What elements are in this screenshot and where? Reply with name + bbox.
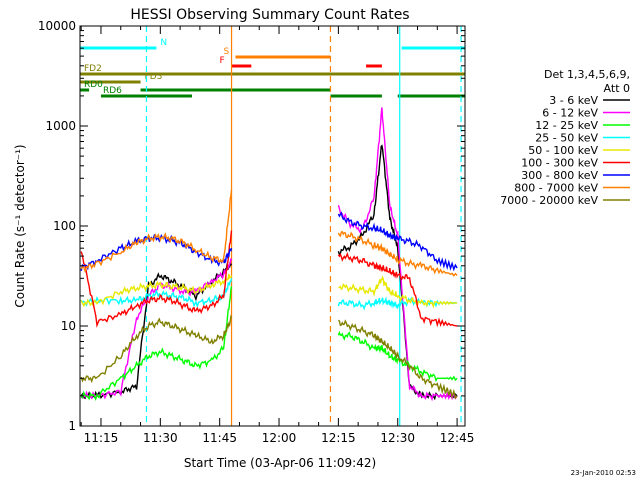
x-tick-label: 11:45 [202,431,237,445]
y-tick-label: 10000 [38,19,76,33]
y-tick-label: 100 [53,219,76,233]
x-tick-label: 12:00 [262,431,297,445]
y-axis-label: Count Rate (s⁻¹ detector⁻¹) [13,144,27,307]
chart-title: HESSI Observing Summary Count Rates [130,7,409,23]
legend-title-line-1: Det 1,3,4,5,6,9, [544,68,630,81]
flag-label: FD3 [145,72,163,82]
x-tick-label: 12:15 [321,431,356,445]
legend-title-line-2: Att 0 [604,82,630,95]
x-tick-label: 12:45 [440,431,475,445]
count-rate-chart: HESSI Observing Summary Count Rates NSFF… [0,0,640,480]
x-tick-label: 12:30 [380,431,415,445]
x-tick-label: 11:30 [143,431,178,445]
x-axis-label: Start Time (03-Apr-06 11:09:42) [184,456,376,470]
flag-label: RD0 [84,80,103,90]
y-tick-label: 1 [68,419,76,433]
flag-label: RD6 [103,86,122,96]
x-tick-label: 11:15 [84,431,119,445]
y-tick-label: 1000 [45,119,76,133]
legend-entry-label: 300 - 800 keV [521,169,598,182]
flag-label: F [220,56,225,66]
flag-label: N [160,38,167,48]
legend-entry-label: 3 - 6 keV [549,94,598,107]
legend-entry-label: 6 - 12 keV [542,107,598,120]
legend-entry-label: 800 - 7000 keV [514,182,598,195]
legend-entry-label: 12 - 25 keV [535,119,598,132]
legend-entry-label: 25 - 50 keV [535,132,598,145]
legend-entry-label: 50 - 100 keV [528,144,598,157]
legend-entry-label: 7000 - 20000 keV [500,194,598,207]
flag-label: FD2 [84,64,102,74]
y-tick-label: 10 [61,319,76,333]
legend-entry-label: 100 - 300 keV [521,157,598,170]
footer-timestamp: 23-Jan-2010 02:53 [571,469,636,477]
